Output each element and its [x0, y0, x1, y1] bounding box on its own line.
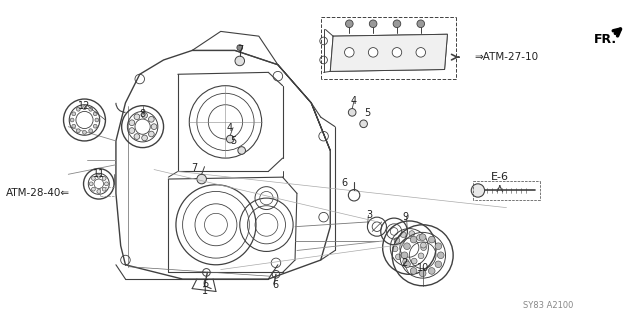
- Text: 4: 4: [226, 123, 233, 132]
- Circle shape: [394, 238, 400, 243]
- Circle shape: [419, 270, 426, 277]
- Circle shape: [418, 253, 424, 259]
- Circle shape: [92, 187, 96, 191]
- Circle shape: [410, 236, 417, 243]
- Text: 4: 4: [351, 96, 357, 106]
- Text: ATM-28-40⇐: ATM-28-40⇐: [6, 188, 70, 198]
- Polygon shape: [330, 34, 447, 71]
- Text: 1: 1: [201, 286, 208, 296]
- Circle shape: [404, 243, 410, 250]
- Text: 7: 7: [238, 45, 244, 55]
- Circle shape: [197, 174, 206, 184]
- Circle shape: [83, 131, 87, 134]
- Text: SY83 A2100: SY83 A2100: [523, 301, 573, 310]
- Circle shape: [104, 182, 108, 186]
- Circle shape: [345, 20, 353, 28]
- Circle shape: [93, 124, 97, 128]
- Circle shape: [417, 20, 425, 28]
- Circle shape: [348, 108, 356, 116]
- Text: 6: 6: [203, 279, 208, 289]
- Circle shape: [345, 48, 354, 57]
- Circle shape: [401, 252, 408, 259]
- Circle shape: [129, 120, 134, 126]
- Text: 3: 3: [366, 210, 373, 220]
- Circle shape: [83, 106, 87, 109]
- Circle shape: [417, 235, 422, 240]
- Circle shape: [134, 114, 140, 120]
- Circle shape: [396, 254, 401, 260]
- Text: 6: 6: [272, 280, 278, 290]
- Circle shape: [97, 189, 101, 193]
- Circle shape: [410, 268, 417, 274]
- Text: 6: 6: [341, 178, 348, 188]
- Circle shape: [412, 258, 417, 264]
- Circle shape: [103, 187, 106, 191]
- Circle shape: [93, 112, 97, 116]
- Circle shape: [420, 242, 426, 248]
- Circle shape: [428, 268, 435, 274]
- Circle shape: [237, 45, 243, 51]
- Text: 10: 10: [417, 263, 429, 273]
- Circle shape: [369, 20, 377, 28]
- Text: 2: 2: [401, 258, 408, 268]
- Circle shape: [89, 108, 92, 111]
- Circle shape: [401, 232, 406, 237]
- Circle shape: [76, 129, 80, 132]
- Circle shape: [134, 134, 140, 140]
- Circle shape: [471, 184, 485, 197]
- Circle shape: [72, 112, 76, 116]
- Circle shape: [95, 118, 99, 122]
- Circle shape: [103, 177, 106, 180]
- Circle shape: [226, 135, 234, 143]
- Circle shape: [416, 48, 426, 57]
- Circle shape: [148, 116, 154, 122]
- Text: 11: 11: [92, 169, 105, 179]
- Circle shape: [89, 129, 92, 132]
- Circle shape: [89, 182, 93, 186]
- Circle shape: [92, 177, 96, 180]
- Circle shape: [238, 147, 245, 154]
- Circle shape: [435, 243, 441, 250]
- Circle shape: [392, 246, 398, 252]
- Circle shape: [235, 56, 245, 66]
- Circle shape: [141, 113, 147, 118]
- Circle shape: [393, 20, 401, 28]
- Circle shape: [148, 131, 154, 137]
- Circle shape: [151, 124, 157, 130]
- Circle shape: [392, 48, 402, 57]
- Circle shape: [404, 261, 410, 268]
- Circle shape: [70, 118, 74, 122]
- Circle shape: [428, 236, 435, 243]
- Circle shape: [141, 135, 147, 141]
- Circle shape: [438, 252, 444, 259]
- Circle shape: [72, 124, 76, 128]
- Circle shape: [403, 259, 408, 264]
- Circle shape: [129, 128, 134, 133]
- Circle shape: [435, 261, 441, 268]
- Circle shape: [421, 245, 427, 251]
- Circle shape: [76, 108, 80, 111]
- Text: 12: 12: [78, 101, 90, 111]
- Text: FR.: FR.: [594, 33, 617, 45]
- Text: 7: 7: [191, 163, 197, 172]
- Text: ⇒ATM-27-10: ⇒ATM-27-10: [475, 52, 538, 62]
- Circle shape: [409, 231, 415, 236]
- Circle shape: [368, 48, 378, 57]
- Text: 9: 9: [403, 212, 408, 222]
- Circle shape: [360, 120, 368, 128]
- Text: E-6: E-6: [491, 172, 509, 182]
- Text: 5: 5: [364, 108, 371, 118]
- Text: 5: 5: [230, 136, 236, 146]
- Circle shape: [419, 234, 426, 241]
- Text: 8: 8: [140, 109, 146, 119]
- Circle shape: [97, 174, 101, 178]
